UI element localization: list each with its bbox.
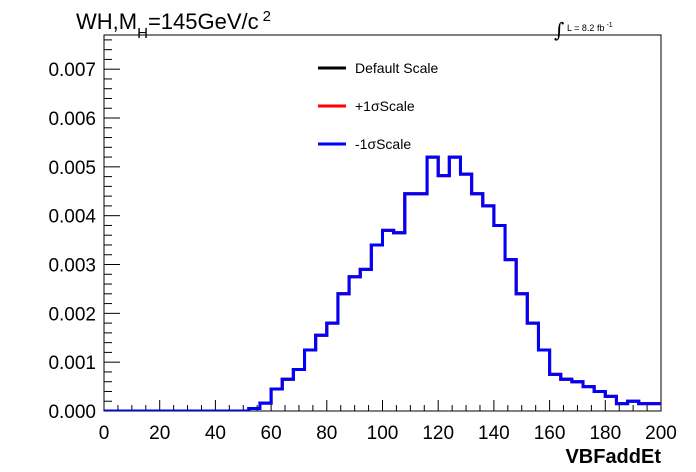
series-line-1 bbox=[104, 155, 661, 411]
x-tick-label: 20 bbox=[149, 423, 170, 444]
x-tick-label: 100 bbox=[367, 423, 399, 444]
x-axis-title: VBFaddEt bbox=[565, 446, 661, 468]
series-line-0 bbox=[104, 155, 661, 411]
legend-label: Default Scale bbox=[355, 60, 438, 76]
legend-label: -1σScale bbox=[355, 136, 411, 152]
plot-frame bbox=[103, 34, 662, 412]
series-line-2 bbox=[104, 155, 661, 411]
y-tick-label: 0.004 bbox=[48, 207, 96, 228]
chart-title: WH,MH=145GeV/c 2 bbox=[76, 8, 271, 42]
legend-label: +1σScale bbox=[355, 98, 415, 114]
y-tick-label: 0.003 bbox=[48, 256, 96, 277]
x-tick-label: 80 bbox=[316, 423, 337, 444]
y-tick-label: 0.000 bbox=[48, 402, 96, 423]
x-tick-label: 60 bbox=[261, 423, 282, 444]
x-tick-label: 0 bbox=[99, 423, 110, 444]
x-tick-label: 200 bbox=[645, 423, 677, 444]
series-layer bbox=[104, 155, 661, 411]
y-tick-label: 0.001 bbox=[48, 353, 96, 374]
y-tick-label: 0.002 bbox=[48, 304, 96, 325]
x-axis: 0 20 40 60 80 100 120 140 160 180 200 bbox=[99, 400, 677, 444]
y-tick-label: 0.005 bbox=[48, 158, 96, 179]
y-tick-label: 0.006 bbox=[48, 109, 96, 130]
x-tick-label: 180 bbox=[589, 423, 621, 444]
lumi-integral-symbol: ∫ bbox=[554, 18, 564, 42]
lumi-label: L = 8.2 fb -1 bbox=[567, 22, 613, 33]
y-tick-label: 0.007 bbox=[48, 60, 96, 81]
x-tick-label: 140 bbox=[478, 423, 510, 444]
y-axis: 0.000 0.001 0.002 0.003 0.004 0.005 0.006 0.007 bbox=[48, 39, 120, 423]
x-tick-label: 40 bbox=[205, 423, 226, 444]
x-tick-label: 120 bbox=[422, 423, 454, 444]
legend: Default Scale +1σScale -1σScale bbox=[318, 60, 438, 152]
x-tick-label: 160 bbox=[534, 423, 566, 444]
